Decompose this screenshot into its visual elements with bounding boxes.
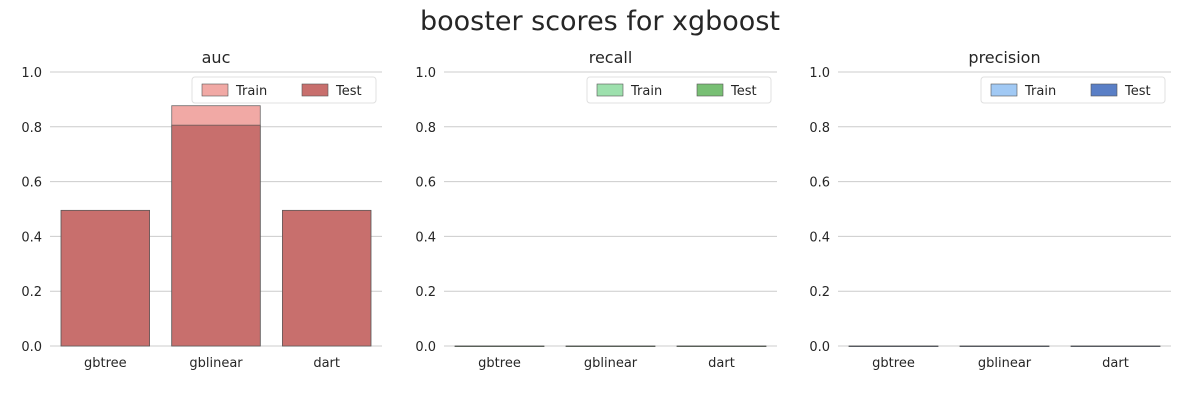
chart-panel-recall: 0.0 0.2 0.4 0.6 0.8 1.0 recall gbtree gblinear da…: [415, 48, 777, 371]
legend-box: [586, 76, 772, 104]
panel-title: auc: [202, 48, 231, 67]
legend: Train Test: [586, 76, 772, 104]
x-tick-label: gbtree: [478, 356, 521, 371]
legend-swatch-train: [596, 83, 624, 97]
legend-box: [191, 76, 377, 104]
legend-swatch-test: [301, 83, 329, 97]
x-tick-label: dart: [313, 356, 340, 371]
y-tick-label: 0.8: [21, 121, 42, 136]
y-tick-label: 0.2: [415, 285, 436, 300]
x-tick-label: gblinear: [584, 356, 638, 371]
y-tick-label: 0.6: [415, 176, 436, 191]
y-tick-label: 1.0: [415, 66, 436, 81]
y-tick-label: 0.6: [21, 176, 42, 191]
y-tick-label: 0.2: [809, 285, 830, 300]
bar-test-gbtree: [60, 209, 150, 347]
bar-test-gbtree: [848, 345, 939, 348]
bar-test-gblinear: [959, 345, 1050, 348]
panel-title: recall: [589, 48, 633, 67]
legend-label-train: Train: [235, 84, 267, 99]
y-tick-label: 0.8: [809, 121, 830, 136]
y-tick-label: 0.4: [415, 230, 436, 245]
bar-test-gblinear: [565, 345, 656, 348]
bar-test-gblinear: [171, 124, 261, 347]
legend-label-test: Test: [1124, 84, 1151, 99]
legend-label-train: Train: [630, 84, 662, 99]
figure-title: booster scores for xgboost: [420, 6, 780, 37]
y-tick-label: 0.4: [809, 230, 830, 245]
legend-label-test: Test: [730, 84, 757, 99]
y-tick-label: 1.0: [809, 66, 830, 81]
legend-label-test: Test: [335, 84, 362, 99]
bar-test-dart: [676, 345, 767, 348]
y-tick-label: 0.6: [809, 176, 830, 191]
x-tick-label: dart: [1102, 356, 1129, 371]
x-tick-label: gblinear: [189, 356, 243, 371]
chart-panel-precision: 0.0 0.2 0.4 0.6 0.8 1.0 precision gbtree gblinea…: [809, 48, 1171, 371]
y-tick-label: 0.0: [809, 340, 830, 355]
y-tick-label: 0.0: [415, 340, 436, 355]
legend-swatch-train: [201, 83, 229, 97]
x-tick-label: gbtree: [872, 356, 915, 371]
x-tick-label: gbtree: [84, 356, 127, 371]
chart-panel-auc: 0.0 0.2 0.4 0.6 0.8 1.0 auc gbtree gblinear dart T…: [21, 48, 382, 371]
x-tick-label: dart: [708, 356, 735, 371]
x-tick-label: gblinear: [978, 356, 1032, 371]
y-tick-label: 0.2: [21, 285, 42, 300]
legend: Train Test: [980, 76, 1166, 104]
legend-label-train: Train: [1024, 84, 1056, 99]
legend-box: [980, 76, 1166, 104]
bar-test-dart: [1070, 345, 1161, 348]
legend: Train Test: [191, 76, 377, 104]
legend-swatch-test: [1090, 83, 1118, 97]
legend-swatch-test: [696, 83, 724, 97]
y-tick-label: 0.8: [415, 121, 436, 136]
bar-test-dart: [281, 209, 372, 347]
y-tick-label: 0.0: [21, 340, 42, 355]
bar-test-gbtree: [454, 345, 545, 348]
y-tick-label: 0.4: [21, 230, 42, 245]
y-tick-label: 1.0: [21, 66, 42, 81]
legend-swatch-train: [990, 83, 1018, 97]
panel-title: precision: [968, 48, 1040, 67]
